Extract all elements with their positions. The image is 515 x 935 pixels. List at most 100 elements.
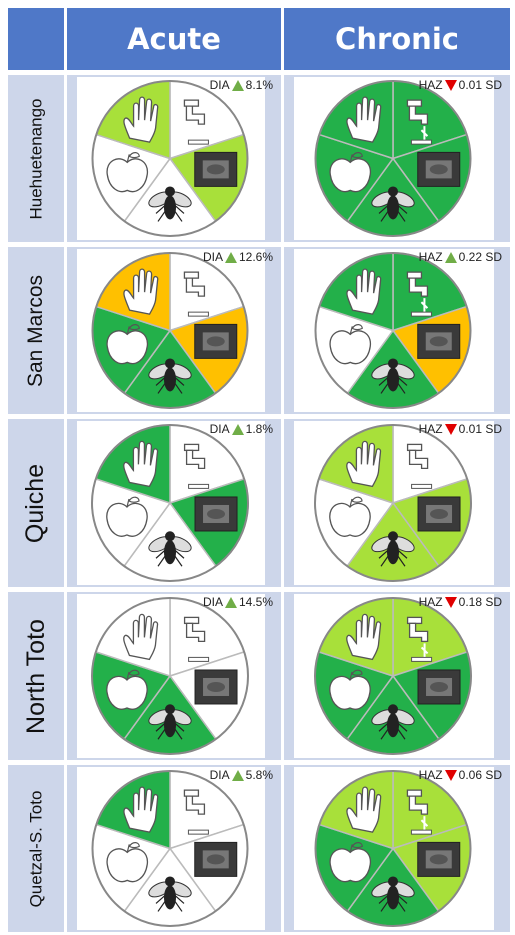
- pie-outline: [91, 252, 249, 409]
- pie-outline: [91, 424, 249, 582]
- acute-cell: DIA 14.5%: [67, 592, 281, 760]
- chronic-stat-label: HAZ 0.01 SD: [419, 78, 502, 92]
- latrine-photo-icon: [194, 323, 238, 359]
- pie-outline: [91, 597, 249, 755]
- indicator-value: 0.22 SD: [458, 250, 502, 264]
- indicator-value: 0.06 SD: [458, 768, 502, 782]
- chronic-cell: HAZ 0.01 SD: [284, 75, 510, 242]
- pie-outline: [91, 770, 249, 927]
- region-label: North Toto: [8, 592, 64, 760]
- faucet-icon: [183, 99, 209, 145]
- indicator-label: HAZ: [418, 422, 443, 436]
- faucet-icon: [183, 271, 209, 317]
- hand-icon: [346, 613, 382, 661]
- chronic-stat-label: HAZ 0.18 SD: [419, 595, 502, 609]
- latrine-photo-icon: [194, 151, 238, 187]
- hand-icon: [123, 440, 159, 488]
- faucet-icon: [406, 789, 432, 835]
- fly-icon: [371, 531, 415, 567]
- acute-cell: DIA 8.1%: [67, 75, 281, 242]
- hand-icon: [346, 96, 382, 143]
- chronic-cell: HAZ 0.06 SD: [284, 765, 510, 932]
- region-name: Huehuetenango: [26, 97, 46, 220]
- down-triangle-icon: [444, 79, 457, 91]
- region-label: Huehuetenango: [8, 75, 64, 242]
- indicator-value: 12.6%: [238, 250, 273, 264]
- region-label: Quiche: [8, 419, 64, 587]
- indicator-value: 1.8%: [245, 422, 273, 436]
- hand-icon: [346, 786, 382, 833]
- chronic-pie-chart: [294, 77, 494, 240]
- acute-pie-chart: [77, 767, 265, 930]
- indicator-label: DIA: [209, 768, 230, 782]
- figure-grid: Acute Chronic Huehuetenango DIA 8.1% HAZ 0…: [8, 8, 510, 932]
- apple-icon: [106, 842, 148, 883]
- chronic-pie-chart: [294, 594, 494, 758]
- latrine-photo-icon: [417, 496, 461, 532]
- indicator-label: DIA: [209, 78, 230, 92]
- latrine-photo-icon: [194, 496, 238, 532]
- fly-icon: [371, 358, 415, 394]
- latrine-photo-icon: [417, 841, 461, 877]
- latrine-photo-icon: [417, 669, 461, 705]
- down-triangle-icon: [444, 596, 457, 608]
- latrine-photo-icon: [194, 841, 238, 877]
- hand-icon: [123, 786, 159, 833]
- region-name: San Marcos: [24, 274, 48, 387]
- latrine-photo-icon: [417, 151, 461, 187]
- chronic-stat-label: HAZ 0.06 SD: [419, 768, 502, 782]
- up-triangle-icon: [231, 79, 244, 91]
- acute-cell: DIA 1.8%: [67, 419, 281, 587]
- acute-stat-label: DIA 1.8%: [210, 422, 273, 436]
- up-triangle-icon: [224, 251, 237, 263]
- fly-icon: [148, 531, 192, 567]
- apple-icon: [106, 496, 148, 537]
- header-acute: Acute: [67, 8, 281, 70]
- latrine-photo-icon: [417, 323, 461, 359]
- latrine-photo-icon: [194, 669, 238, 705]
- apple-icon: [329, 152, 371, 193]
- indicator-label: DIA: [209, 422, 230, 436]
- acute-pie-chart: [77, 421, 265, 585]
- down-triangle-icon: [444, 423, 457, 435]
- chronic-cell: HAZ 0.22 SD: [284, 247, 510, 414]
- faucet-icon: [183, 616, 210, 662]
- region-name: Quetzal-S. Toto: [26, 790, 46, 907]
- chronic-cell: HAZ 0.18 SD: [284, 592, 510, 760]
- pie-outline: [314, 597, 472, 755]
- apple-icon: [106, 324, 148, 365]
- indicator-value: 0.01 SD: [458, 78, 502, 92]
- fly-icon: [148, 876, 192, 912]
- pie-outline: [314, 252, 472, 409]
- fly-icon: [371, 186, 415, 222]
- apple-icon: [329, 842, 371, 883]
- chronic-pie-chart: [294, 767, 494, 930]
- acute-stat-label: DIA 12.6%: [203, 250, 273, 264]
- down-triangle-icon: [444, 769, 457, 781]
- fly-icon: [371, 876, 415, 912]
- chronic-cell: HAZ 0.01 SD: [284, 419, 510, 587]
- apple-icon: [106, 669, 148, 710]
- region-label: San Marcos: [8, 247, 64, 414]
- hand-icon: [123, 268, 159, 315]
- apple-icon: [329, 496, 371, 537]
- indicator-label: HAZ: [418, 78, 443, 92]
- indicator-label: HAZ: [418, 250, 443, 264]
- chronic-pie-chart: [294, 249, 494, 412]
- indicator-value: 8.1%: [245, 78, 273, 92]
- faucet-icon: [183, 443, 210, 489]
- header-chronic: Chronic: [284, 8, 510, 70]
- fly-icon: [371, 704, 415, 740]
- indicator-value: 14.5%: [238, 595, 273, 609]
- faucet-icon: [406, 99, 432, 145]
- up-triangle-icon: [231, 423, 244, 435]
- pie-outline: [91, 80, 249, 237]
- pie-outline: [314, 424, 472, 582]
- apple-icon: [329, 324, 371, 365]
- acute-pie-chart: [77, 249, 265, 412]
- faucet-icon: [406, 271, 432, 317]
- chronic-stat-label: HAZ 0.22 SD: [419, 250, 502, 264]
- indicator-label: DIA: [202, 250, 223, 264]
- region-label: Quetzal-S. Toto: [8, 765, 64, 932]
- fly-icon: [148, 186, 192, 222]
